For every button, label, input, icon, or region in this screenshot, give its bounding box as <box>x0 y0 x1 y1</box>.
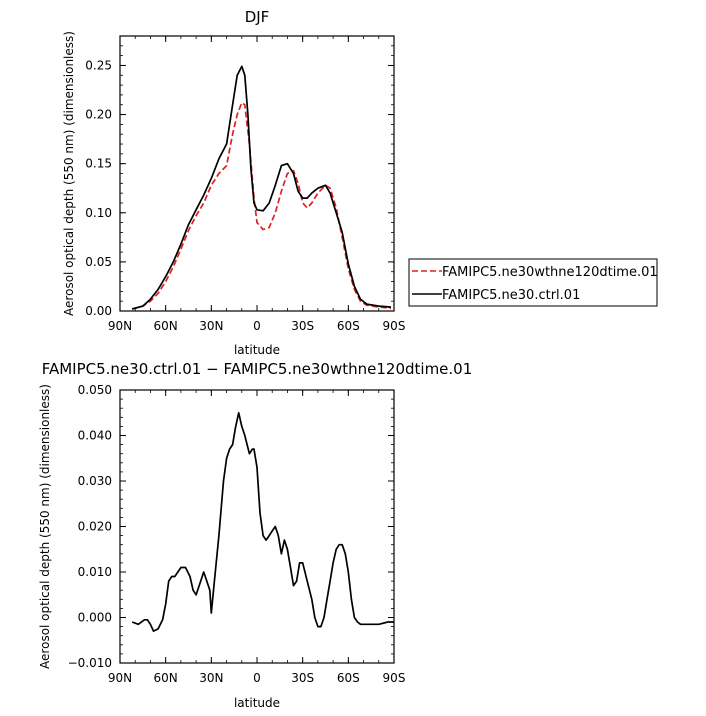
series-line-0-1 <box>131 65 392 310</box>
x-tick-label: 30N <box>199 671 223 685</box>
bottom-y-axis-label: Aerosol optical depth (550 nm) (dimensio… <box>38 384 52 669</box>
legend-frame <box>408 258 658 307</box>
bottom-series-group <box>131 411 394 632</box>
bottom-x-axis-label: latitude <box>234 696 280 710</box>
x-tick-label: 90S <box>383 319 406 333</box>
x-tick-label: 60S <box>337 671 360 685</box>
x-tick-label: 90N <box>108 319 132 333</box>
y-tick-label: 0.15 <box>85 157 112 171</box>
bottom-panel-title: FAMIPC5.ne30.ctrl.01 − FAMIPC5.ne30wthne… <box>42 360 473 378</box>
top-x-axis-label: latitude <box>234 343 280 357</box>
x-tick-label: 60N <box>154 319 178 333</box>
y-tick-label: 0.20 <box>85 108 112 122</box>
y-tick-label: 0.020 <box>78 520 112 534</box>
x-tick-label: 60N <box>154 671 178 685</box>
y-tick-label: 0.010 <box>78 565 112 579</box>
y-tick-label: 0.25 <box>85 58 112 72</box>
x-tick-label: 0 <box>253 671 261 685</box>
legend-entry-0: FAMIPC5.ne30wthne120dtime.01 <box>442 265 658 280</box>
x-tick-label: 30S <box>291 671 314 685</box>
bottom-panel: FAMIPC5.ne30.ctrl.01 − FAMIPC5.ne30wthne… <box>38 360 472 710</box>
y-tick-label: −0.010 <box>68 656 112 670</box>
y-tick-label: 0.050 <box>78 383 112 397</box>
y-tick-label: 0.030 <box>78 474 112 488</box>
x-tick-label: 90S <box>383 671 406 685</box>
top-ticks: 90N 60N 30N 0 30S 60S 90S 0.00 0.05 0.10 0.15 0.20 0… <box>85 35 406 333</box>
y-tick-label: 0.000 <box>78 611 112 625</box>
legend: FAMIPC5.ne30wthne120dtime.01 FAMIPC5.ne3… <box>408 258 658 307</box>
y-tick-label: 0.00 <box>85 304 112 318</box>
x-tick-label: 30N <box>199 319 223 333</box>
series-line-1-0 <box>131 411 394 632</box>
bottom-ticks: 90N 60N 30N 0 30S 60S 90S −0.010 0.000 0.010 0.020… <box>68 383 406 685</box>
top-panel-title: DJF <box>245 8 270 26</box>
top-plot-frame <box>119 35 395 312</box>
y-tick-label: 0.10 <box>85 206 112 220</box>
x-tick-label: 60S <box>337 319 360 333</box>
y-tick-label: 0.05 <box>85 255 112 269</box>
x-tick-label: 30S <box>291 319 314 333</box>
y-tick-label: 0.040 <box>78 429 112 443</box>
top-series-group <box>131 65 392 310</box>
top-y-axis-label: Aerosol optical depth (550 nm) (dimensio… <box>62 31 76 316</box>
x-tick-label: 0 <box>253 319 261 333</box>
legend-entry-1: FAMIPC5.ne30.ctrl.01 <box>442 288 580 303</box>
x-tick-label: 90N <box>108 671 132 685</box>
series-line-0-0 <box>131 101 392 310</box>
top-panel: DJF 90N 60N 30N 0 30S 60S 90S 0.00 0.05 0.10 0.15 0… <box>62 8 658 357</box>
